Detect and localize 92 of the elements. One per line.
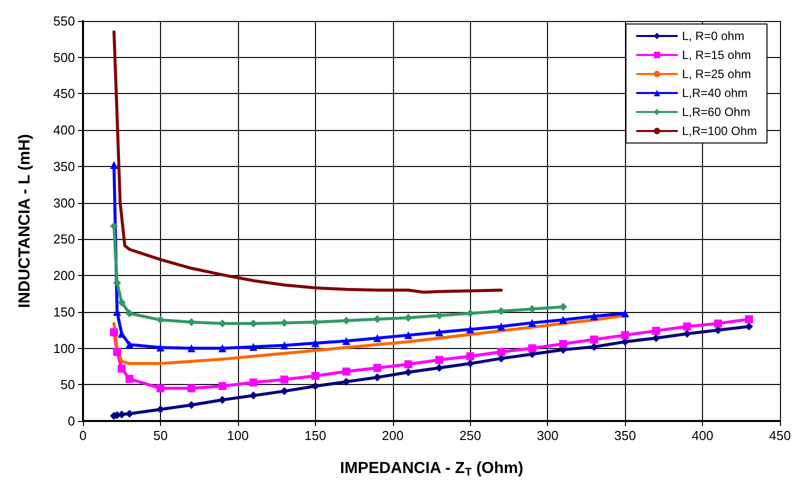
point	[590, 336, 598, 344]
y-tick-label: 0	[68, 414, 75, 428]
point	[125, 374, 134, 383]
legend-label: L,R=40 ohm	[682, 86, 748, 100]
point	[559, 316, 568, 324]
point	[683, 322, 692, 330]
x-tick-label: 100	[227, 428, 249, 443]
point	[342, 337, 350, 345]
point	[125, 340, 134, 349]
y-tick-label: 250	[53, 232, 75, 247]
x-tick-label: 0	[79, 428, 87, 443]
x-tick-label: 250	[459, 428, 482, 443]
point	[218, 396, 226, 404]
legend-label: L,R=100 Ohm	[682, 124, 758, 138]
point	[249, 342, 258, 351]
point	[497, 322, 506, 330]
point	[559, 302, 568, 311]
point	[156, 344, 164, 352]
point	[373, 364, 382, 372]
point	[311, 382, 320, 390]
point	[745, 322, 754, 330]
point	[621, 309, 630, 318]
point	[435, 364, 444, 372]
legend-label: L, R=0 ohm	[682, 29, 744, 43]
point	[466, 325, 474, 334]
point	[342, 378, 350, 386]
y-axis-title: INDUCTANCIA - L (mH)	[16, 134, 34, 308]
point	[652, 334, 660, 342]
point	[621, 331, 630, 340]
point	[280, 376, 288, 384]
point	[311, 339, 320, 348]
legend-label: L,R=60 Ohm	[682, 105, 750, 119]
point	[218, 382, 226, 390]
point	[528, 318, 536, 327]
point	[404, 331, 412, 340]
point	[745, 315, 754, 324]
point	[280, 341, 288, 350]
point	[528, 344, 536, 352]
x-tick-label: 200	[382, 428, 404, 443]
point	[249, 378, 258, 386]
x-tick-label: 350	[614, 428, 636, 443]
point	[435, 356, 444, 364]
point	[466, 360, 474, 368]
y-tick-label: 200	[53, 268, 75, 284]
point	[373, 334, 382, 342]
point	[125, 309, 134, 318]
y-tick-label: 400	[53, 122, 75, 138]
point	[187, 384, 196, 392]
x-tick-label: 450	[769, 428, 791, 443]
y-tick-label: 50	[60, 377, 75, 392]
point	[218, 344, 226, 352]
legend-label: L, R=15 ohm	[682, 48, 752, 62]
point	[652, 326, 660, 335]
point	[466, 352, 474, 360]
y-tick-label: 500	[53, 50, 75, 65]
y-tick-label: 450	[53, 86, 75, 102]
point	[110, 328, 118, 336]
point	[280, 387, 288, 396]
point	[156, 316, 164, 324]
point	[404, 360, 412, 368]
x-tick-label: 50	[153, 428, 168, 443]
x-tick-label: 300	[536, 428, 559, 443]
point	[435, 312, 444, 320]
x-tick-label: 150	[304, 428, 326, 443]
point	[187, 344, 196, 352]
point	[435, 328, 444, 336]
point	[528, 305, 536, 313]
point	[683, 330, 692, 338]
point	[118, 298, 126, 306]
y-tick-label: 350	[53, 158, 75, 174]
point	[342, 368, 350, 376]
point	[156, 384, 164, 392]
point	[559, 340, 568, 348]
point	[404, 368, 412, 376]
point	[590, 342, 598, 351]
point	[373, 373, 382, 382]
y-tick-label: 100	[53, 340, 75, 356]
legend-label: L, R=25 ohm	[682, 67, 752, 81]
point	[590, 312, 598, 320]
line-series	[112, 30, 503, 294]
x-tick-label: 400	[692, 428, 714, 443]
point	[110, 161, 118, 169]
point	[714, 320, 722, 328]
point	[113, 348, 122, 356]
y-tick-label: 550	[53, 14, 75, 28]
point	[118, 364, 126, 373]
point	[497, 348, 506, 356]
point	[249, 392, 258, 400]
y-tick-label: 300	[53, 195, 75, 210]
point	[311, 372, 320, 380]
y-tick-label: 150	[53, 304, 75, 320]
point	[156, 405, 164, 414]
